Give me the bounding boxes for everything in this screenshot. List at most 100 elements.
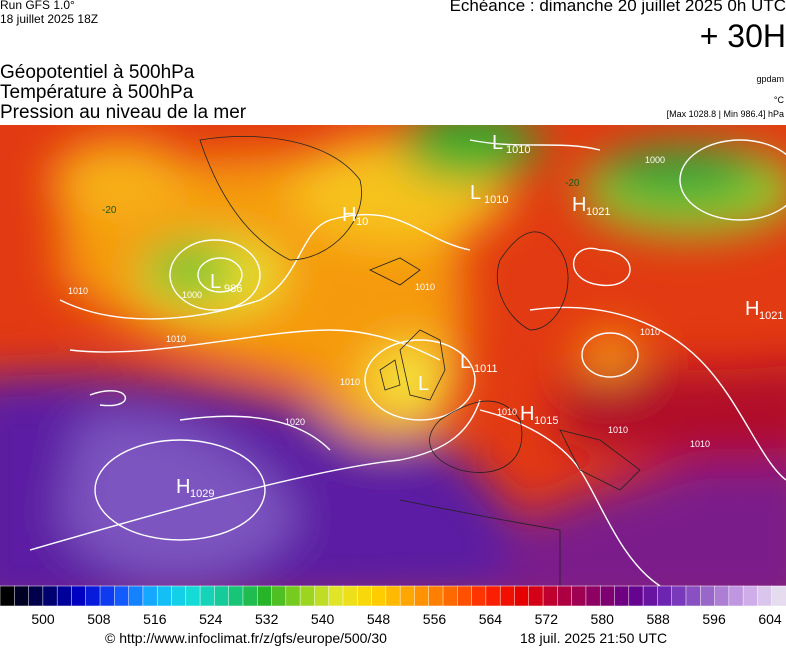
colorbar-swatch [728, 585, 744, 607]
colorbar-swatch [328, 585, 344, 607]
colorbar-swatch [99, 585, 116, 607]
center-letter: H [572, 194, 586, 216]
isobar-label: 1000 [182, 290, 202, 300]
colorbar-swatch [614, 585, 630, 607]
center-letter: H [745, 298, 759, 320]
colorbar-swatch [714, 585, 730, 607]
isobar-labels: 1010 100010101010102010101010101010101010… [68, 155, 710, 449]
colorbar-swatch [371, 585, 387, 607]
run-date: 18 juillet 2025 18Z [0, 12, 99, 26]
colorbar-swatch [285, 585, 301, 607]
colorbar-swatch [42, 585, 58, 607]
unit-label: °C [773, 95, 784, 105]
colorbar-label: 596 [702, 611, 726, 627]
colorbar-swatch [757, 585, 773, 607]
isobar-label: 1020 [285, 417, 305, 427]
colorbar-swatch [385, 585, 401, 607]
field-title: Pression au niveau de la mer [0, 102, 247, 123]
colorbar-swatch [514, 585, 530, 607]
unit-label: [Max 1028.8 | Min 986.4] hPa [666, 109, 784, 119]
colorbar-swatch [214, 585, 230, 607]
colorbar-swatch [642, 585, 659, 607]
colorbar-label: 516 [143, 611, 167, 627]
colorbar-swatch [485, 585, 501, 607]
center-value: 986 [224, 283, 242, 295]
colorbar-swatch [457, 585, 473, 607]
lead-time: + 30H [699, 18, 786, 54]
colorbar-swatch [357, 585, 373, 607]
isobar-label: 1010 [415, 282, 435, 292]
colorbar-swatch [528, 585, 544, 607]
field-title: Géopotentiel à 500hPa [0, 62, 195, 83]
colorbar-swatch [299, 585, 316, 607]
colorbar-swatch [0, 585, 16, 607]
colorbar-swatch [628, 585, 644, 607]
isobar-label: 1000 [645, 155, 665, 165]
colorbar-swatch [142, 585, 158, 607]
colorbar-label: 508 [87, 611, 111, 627]
colorbar-swatch [71, 585, 87, 607]
colorbar-swatch [185, 585, 201, 607]
isobar-label: 1010 [68, 286, 88, 296]
center-value: 1021 [759, 310, 783, 322]
colorbar-swatch [414, 585, 430, 607]
colorbar-swatch [542, 585, 559, 607]
isobar-label: 1010 [640, 327, 660, 337]
temperature-label: -20 [565, 178, 580, 189]
colorbar-swatch [571, 585, 587, 607]
center-letter: H [520, 403, 534, 425]
colorbar-swatch [271, 585, 287, 607]
center-letter: L [492, 132, 503, 154]
colorbar-swatch [56, 585, 73, 607]
colorbar-swatch [256, 585, 273, 607]
colorbar-label: 604 [758, 611, 782, 627]
colorbar-swatch [471, 585, 487, 607]
colorbar-swatch [399, 585, 416, 607]
colorbar-swatch [771, 585, 786, 607]
center-value: 1015 [534, 415, 558, 427]
colorbar-swatch [314, 585, 330, 607]
center-letter: L [418, 373, 429, 395]
isobar-label: 1010 [340, 377, 360, 387]
center-value: 10 [356, 216, 368, 228]
center-value: 1011 [474, 363, 498, 375]
colorbar-swatch [499, 585, 516, 607]
colorbar-label: 524 [199, 611, 223, 627]
colorbar-swatch [128, 585, 144, 607]
colorbar-label: 572 [535, 611, 559, 627]
colorbar-swatch [742, 585, 759, 607]
isobars [29, 139, 786, 586]
run-label: Run GFS 1.0° [0, 0, 75, 12]
center-value: 1010 [506, 144, 530, 156]
colorbar: 500 508 516 524 532 540 548 556 564 572 580 588 596 6… [0, 585, 786, 627]
colorbar-swatch [442, 585, 459, 607]
colorbar-swatch [199, 585, 216, 607]
valid-time: Echéance : dimanche 20 juillet 2025 0h U… [449, 0, 786, 15]
colorbar-swatch [14, 585, 30, 607]
center-letter: H [176, 476, 190, 498]
colorbar-swatch [700, 585, 716, 607]
center-value: 1021 [586, 206, 610, 218]
colorbar-swatch [657, 585, 673, 607]
colorbar-swatch [242, 585, 258, 607]
isobar-label: 1010 [497, 407, 517, 417]
center-letter: L [210, 271, 221, 293]
colorbar-label: 540 [311, 611, 335, 627]
colorbar-swatch [599, 585, 616, 607]
colorbar-label: 548 [367, 611, 391, 627]
colorbar-swatch [85, 585, 101, 607]
colorbar-swatch [557, 585, 573, 607]
isobar-label: 1010 [608, 425, 628, 435]
center-letter: L [460, 351, 471, 373]
center-letter: H [342, 204, 356, 226]
colorbar-swatch [342, 585, 359, 607]
colorbar-swatch [228, 585, 244, 607]
colorbar-label: 580 [591, 611, 615, 627]
isobar-label: 1010 [166, 334, 186, 344]
colorbar-swatch [28, 585, 44, 607]
center-value: 1029 [190, 488, 214, 500]
